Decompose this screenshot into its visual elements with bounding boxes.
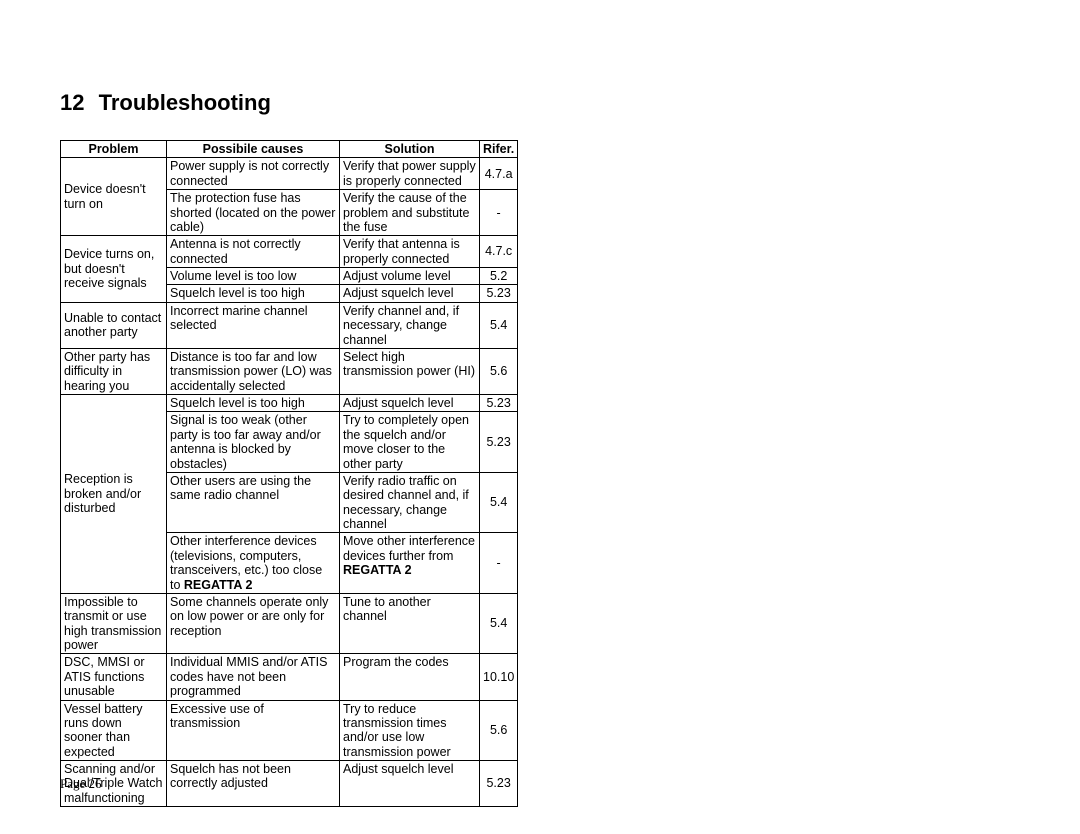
table-row: Vessel battery runs down sooner than exp… bbox=[61, 700, 518, 761]
cell-solution: Verify that antenna is properly connecte… bbox=[340, 236, 480, 268]
cell-problem: Unable to contact another party bbox=[61, 302, 167, 348]
page-number: Page 26 bbox=[60, 776, 102, 792]
table-row: Other party has difficulty in hearing yo… bbox=[61, 348, 518, 394]
section-heading: 12 Troubleshooting bbox=[60, 90, 1020, 116]
cell-cause: Individual MMIS and/or ATIS codes have n… bbox=[167, 654, 340, 700]
cell-rifer: 5.4 bbox=[480, 593, 518, 654]
cell-cause: Power supply is not correctly connected bbox=[167, 158, 340, 190]
cell-rifer: 5.6 bbox=[480, 348, 518, 394]
cell-cause: The protection fuse has shorted (located… bbox=[167, 190, 340, 236]
cell-problem: DSC, MMSI or ATIS functions unusable bbox=[61, 654, 167, 700]
regatta-bold: REGATTA 2 bbox=[184, 578, 253, 592]
cell-cause: Incorrect marine channel selected bbox=[167, 302, 340, 348]
cell-problem: Impossible to transmit or use high trans… bbox=[61, 593, 167, 654]
cell-rifer: 10.10 bbox=[480, 654, 518, 700]
cell-cause: Squelch level is too high bbox=[167, 285, 340, 302]
cell-cause: Squelch has not been correctly adjusted bbox=[167, 761, 340, 807]
table-row: Device doesn't turn on Power supply is n… bbox=[61, 158, 518, 190]
cell-solution: Verify channel and, if necessary, change… bbox=[340, 302, 480, 348]
cell-solution: Verify that power supply is properly con… bbox=[340, 158, 480, 190]
cell-rifer: 4.7.a bbox=[480, 158, 518, 190]
table-row: Reception is broken and/or disturbed Squ… bbox=[61, 395, 518, 412]
cell-solution: Adjust squelch level bbox=[340, 285, 480, 302]
cell-solution: Move other interference devices further … bbox=[340, 533, 480, 594]
cell-rifer: 5.6 bbox=[480, 700, 518, 761]
cell-solution: Try to reduce transmission times and/or … bbox=[340, 700, 480, 761]
cell-solution: Select high transmission power (HI) bbox=[340, 348, 480, 394]
cell-solution: Program the codes bbox=[340, 654, 480, 700]
header-causes: Possibile causes bbox=[167, 141, 340, 158]
cell-rifer: 5.23 bbox=[480, 412, 518, 473]
cell-cause: Distance is too far and low transmission… bbox=[167, 348, 340, 394]
cell-problem: Other party has difficulty in hearing yo… bbox=[61, 348, 167, 394]
cell-problem: Reception is broken and/or disturbed bbox=[61, 395, 167, 594]
cell-cause: Other users are using the same radio cha… bbox=[167, 472, 340, 533]
cell-cause: Signal is too weak (other party is too f… bbox=[167, 412, 340, 473]
table-header-row: Problem Possibile causes Solution Rifer. bbox=[61, 141, 518, 158]
cell-problem: Device turns on, but doesn't receive sig… bbox=[61, 236, 167, 303]
cell-cause: Excessive use of transmission bbox=[167, 700, 340, 761]
table-row: Scanning and/or Dual/Triple Watch malfun… bbox=[61, 761, 518, 807]
cell-cause: Some channels operate only on low power … bbox=[167, 593, 340, 654]
cell-rifer: 4.7.c bbox=[480, 236, 518, 268]
cell-cause: Other interference devices (televisions,… bbox=[167, 533, 340, 594]
table-row: Device turns on, but doesn't receive sig… bbox=[61, 236, 518, 268]
regatta-bold: REGATTA 2 bbox=[343, 563, 412, 577]
cell-rifer: - bbox=[480, 533, 518, 594]
header-solution: Solution bbox=[340, 141, 480, 158]
cell-solution: Verify radio traffic on desired channel … bbox=[340, 472, 480, 533]
cell-rifer: 5.2 bbox=[480, 268, 518, 285]
cell-cause: Volume level is too low bbox=[167, 268, 340, 285]
table-row: DSC, MMSI or ATIS functions unusable Ind… bbox=[61, 654, 518, 700]
troubleshooting-table: Problem Possibile causes Solution Rifer.… bbox=[60, 140, 518, 807]
page: 12 Troubleshooting Problem Possibile cau… bbox=[0, 0, 1080, 834]
cell-rifer: 5.23 bbox=[480, 761, 518, 807]
cell-cause: Squelch level is too high bbox=[167, 395, 340, 412]
section-title: Troubleshooting bbox=[99, 90, 271, 115]
cell-rifer: 5.4 bbox=[480, 472, 518, 533]
table-row: Unable to contact another party Incorrec… bbox=[61, 302, 518, 348]
cell-cause: Antenna is not correctly connected bbox=[167, 236, 340, 268]
cell-solution: Try to completely open the squelch and/o… bbox=[340, 412, 480, 473]
cell-rifer: 5.23 bbox=[480, 395, 518, 412]
cell-problem: Device doesn't turn on bbox=[61, 158, 167, 236]
cell-rifer: 5.23 bbox=[480, 285, 518, 302]
cell-solution: Adjust volume level bbox=[340, 268, 480, 285]
header-rifer: Rifer. bbox=[480, 141, 518, 158]
cell-rifer: 5.4 bbox=[480, 302, 518, 348]
table-row: Impossible to transmit or use high trans… bbox=[61, 593, 518, 654]
header-problem: Problem bbox=[61, 141, 167, 158]
cell-solution: Tune to another channel bbox=[340, 593, 480, 654]
cell-solution-text: Move other interference devices further … bbox=[343, 534, 475, 562]
cell-rifer: - bbox=[480, 190, 518, 236]
cell-solution: Verify the cause of the problem and subs… bbox=[340, 190, 480, 236]
cell-solution: Adjust squelch level bbox=[340, 395, 480, 412]
cell-solution: Adjust squelch level bbox=[340, 761, 480, 807]
cell-problem: Vessel battery runs down sooner than exp… bbox=[61, 700, 167, 761]
section-number: 12 bbox=[60, 90, 84, 116]
